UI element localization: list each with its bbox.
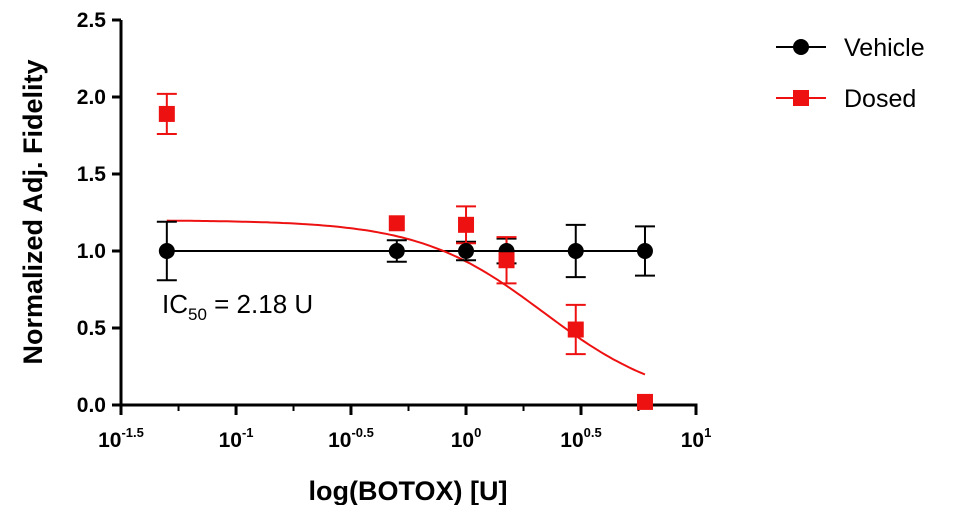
- y-tick-label: 1.0: [77, 240, 106, 263]
- data-marks: [156, 92, 655, 410]
- vehicle-point: [636, 243, 653, 259]
- vehicle-point: [567, 243, 584, 259]
- y-axis-title: Normalized Adj. Fidelity: [18, 59, 48, 364]
- ic50-annotation: IC50 = 2.18 U: [162, 289, 313, 324]
- dosed-point: [567, 321, 584, 338]
- x-tick-label: 100: [451, 425, 482, 452]
- dosed-legend-marker: [793, 90, 809, 106]
- axes: 0.0 0.5 1.0 1.5 2.0 2.5 10-1.5 10-1 10-0.5 100 100…: [77, 9, 712, 452]
- x-tick-label: 10-1: [219, 425, 254, 452]
- vehicle-legend-label: Vehicle: [844, 34, 925, 62]
- dosed-fit-curve: [166, 219, 646, 376]
- vehicle-point: [458, 243, 475, 259]
- y-tick-label: 2.5: [77, 9, 107, 32]
- x-tick-label: 101: [681, 425, 712, 452]
- y-tick-label: 1.5: [77, 163, 107, 186]
- y-tick-label: 0.0: [77, 394, 106, 417]
- x-tick-label: 100.5: [560, 425, 601, 452]
- y-tick-label: 2.0: [77, 86, 106, 109]
- dosed-point: [458, 216, 475, 233]
- fit-lines: [166, 219, 646, 376]
- vehicle-point: [388, 243, 405, 259]
- dosed-point: [388, 215, 405, 232]
- x-tick-label: 10-0.5: [328, 425, 374, 452]
- vehicle-legend-marker: [793, 39, 809, 55]
- y-tick-label: 0.5: [77, 317, 107, 340]
- legend: Vehicle Dosed: [776, 34, 925, 113]
- dosed-point: [498, 252, 515, 269]
- dosed-legend-label: Dosed: [844, 85, 916, 113]
- vehicle-point: [158, 243, 175, 259]
- dosed-point: [158, 105, 175, 122]
- x-axis-title: log(BOTOX) [U]: [309, 476, 508, 505]
- x-tick-label: 10-1.5: [98, 425, 144, 452]
- dosed-point: [636, 393, 653, 410]
